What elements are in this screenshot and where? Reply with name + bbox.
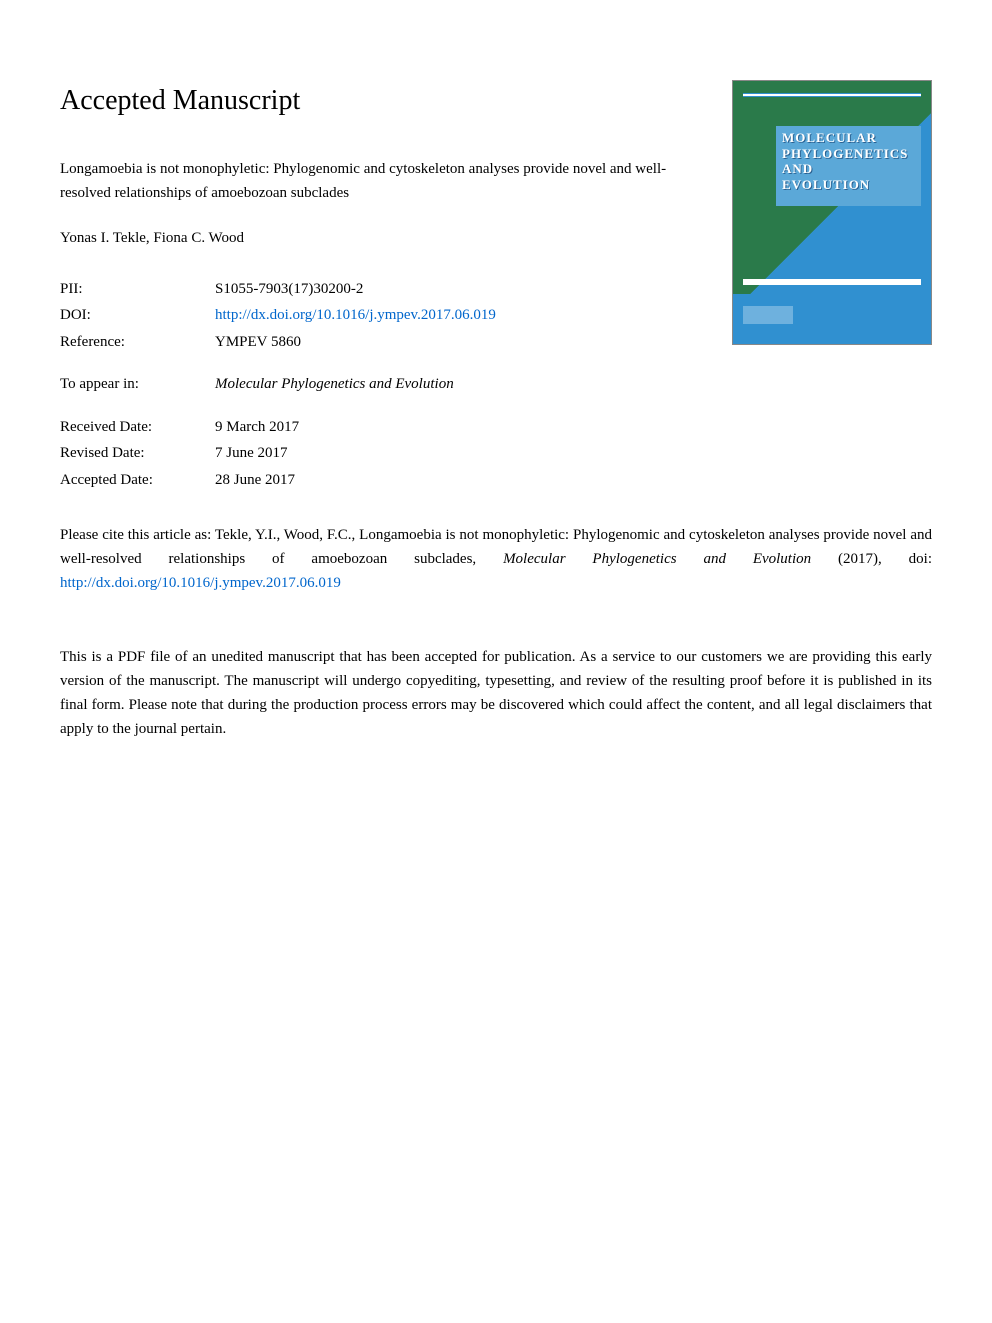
metadata-row-appear: To appear in: Molecular Phylogenetics an… xyxy=(60,371,496,398)
metadata-row-received: Received Date: 9 March 2017 xyxy=(60,414,496,441)
cover-title-line3: AND xyxy=(782,161,915,177)
page-heading: Accepted Manuscript xyxy=(60,80,702,122)
doi-label: DOI: xyxy=(60,302,215,329)
metadata-row-pii: PII: S1055-7903(17)30200-2 xyxy=(60,276,496,303)
accepted-label: Accepted Date: xyxy=(60,467,215,494)
pii-label: PII: xyxy=(60,276,215,303)
cover-title-line1: MOLECULAR xyxy=(782,130,915,146)
received-label: Received Date: xyxy=(60,414,215,441)
citation-journal: Molecular Phylogenetics and Evolution xyxy=(503,551,811,567)
header-section: Accepted Manuscript Longamoebia is not m… xyxy=(60,80,932,493)
journal-cover: MOLECULAR PHYLOGENETICS AND EVOLUTION xyxy=(732,80,932,345)
cover-title-box: MOLECULAR PHYLOGENETICS AND EVOLUTION xyxy=(776,126,921,206)
article-title: Longamoebia is not monophyletic: Phyloge… xyxy=(60,157,702,205)
disclaimer-paragraph: This is a PDF file of an unedited manusc… xyxy=(60,645,932,741)
cover-bottom xyxy=(733,294,931,344)
cover-logo xyxy=(743,306,793,324)
reference-value: YMPEV 5860 xyxy=(215,329,496,356)
citation-paragraph: Please cite this article as: Tekle, Y.I.… xyxy=(60,523,932,595)
reference-label: Reference: xyxy=(60,329,215,356)
metadata-row-accepted: Accepted Date: 28 June 2017 xyxy=(60,467,496,494)
cover-title-line2: PHYLOGENETICS xyxy=(782,146,915,162)
cover-mid-bar xyxy=(743,279,921,285)
metadata-row-reference: Reference: YMPEV 5860 xyxy=(60,329,496,356)
appear-value: Molecular Phylogenetics and Evolution xyxy=(215,371,496,398)
appear-label: To appear in: xyxy=(60,371,215,398)
cover-title-line4: EVOLUTION xyxy=(782,177,915,193)
left-column: Accepted Manuscript Longamoebia is not m… xyxy=(60,80,732,493)
citation-doi-link[interactable]: http://dx.doi.org/10.1016/j.ympev.2017.0… xyxy=(60,575,341,591)
doi-link[interactable]: http://dx.doi.org/10.1016/j.ympev.2017.0… xyxy=(215,307,496,323)
pii-value: S1055-7903(17)30200-2 xyxy=(215,276,496,303)
authors: Yonas I. Tekle, Fiona C. Wood xyxy=(60,227,702,250)
metadata-table: PII: S1055-7903(17)30200-2 DOI: http://d… xyxy=(60,276,496,494)
revised-value: 7 June 2017 xyxy=(215,440,496,467)
accepted-value: 28 June 2017 xyxy=(215,467,496,494)
revised-label: Revised Date: xyxy=(60,440,215,467)
spacer-row xyxy=(60,355,496,371)
cover-top-bar xyxy=(743,93,921,97)
metadata-row-doi: DOI: http://dx.doi.org/10.1016/j.ympev.2… xyxy=(60,302,496,329)
received-value: 9 March 2017 xyxy=(215,414,496,441)
doi-value: http://dx.doi.org/10.1016/j.ympev.2017.0… xyxy=(215,302,496,329)
citation-year: (2017), doi: xyxy=(811,551,932,567)
spacer-row xyxy=(60,398,496,414)
metadata-row-revised: Revised Date: 7 June 2017 xyxy=(60,440,496,467)
